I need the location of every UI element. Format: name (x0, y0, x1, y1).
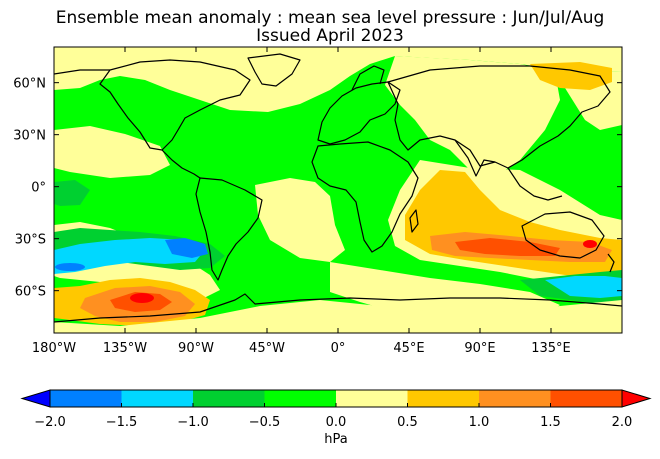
field-southeast-pacific-low (54, 238, 205, 274)
colorbar-ticks: −2.0 −1.5 −1.0 −0.5 0.0 0.5 1.0 1.5 2.0 (34, 403, 632, 430)
lon-tick-label: 135°E (531, 341, 571, 356)
colorbar-tick-label: −0.5 (249, 415, 281, 430)
lat-tick-label: 60°S (15, 285, 46, 300)
field-south-indian-core (455, 238, 560, 256)
coast-greenland (247, 53, 301, 87)
lon-tick-label: 90°E (464, 341, 495, 356)
coast-south-america (195, 177, 263, 281)
field-southern-ocean-cyan (545, 276, 622, 298)
field-north-pacific-positive (54, 126, 170, 178)
field-australia-peak (583, 240, 597, 248)
field-north-atlantic-positive (54, 47, 622, 112)
coast-india (454, 139, 496, 177)
lon-tick-label: 180°W (32, 341, 76, 356)
coast-southeast-asia (507, 167, 563, 201)
field-south-pacific-blue (165, 238, 208, 258)
map-title: Ensemble mean anomaly : mean sea level p… (55, 8, 605, 28)
coast-central-america (161, 149, 201, 179)
colorbar-tick-label: 2.0 (612, 415, 633, 430)
colorbar (20, 389, 652, 408)
colorbar-segment (550, 390, 623, 407)
colorbar-segment (479, 390, 551, 407)
coast-north-america (99, 59, 251, 151)
lat-tick-label: 30°S (15, 233, 46, 248)
lat-tick-label: 60°N (13, 77, 46, 92)
latitude-ticks: 60°N 30°N 0° 30°S 60°S (13, 77, 622, 300)
anomaly-field (54, 47, 622, 333)
longitude-ticks: 180°W 135°W 90°W 45°W 0° 45°E 90°E 135°E (32, 47, 571, 356)
coast-africa (311, 141, 419, 253)
lon-tick-label: 45°W (249, 341, 285, 356)
colorbar-unit-label: hPa (324, 432, 348, 447)
colorbar-segment (50, 390, 122, 407)
colorbar-tick-label: 0.0 (326, 415, 347, 430)
coast-alaska (54, 69, 110, 75)
colorbar-tick-label: −1.0 (177, 415, 209, 430)
colorbar-segment (193, 390, 265, 407)
colorbar-extend-low (20, 389, 51, 408)
coast-new-zealand (607, 253, 615, 273)
lon-tick-label: 90°W (178, 341, 214, 356)
lon-tick-label: 135°W (103, 341, 147, 356)
field-pacific-peak (130, 293, 154, 303)
field-east-pacific-low (54, 180, 90, 206)
colorbar-tick-label: 1.5 (540, 415, 561, 430)
colorbar-tick-label: −1.5 (106, 415, 138, 430)
colorbar-segment (264, 390, 337, 407)
lon-tick-label: 45°E (393, 341, 424, 356)
coast-antarctica (54, 293, 622, 323)
field-southern-ocean-positive (330, 262, 560, 320)
field-tropical-atlantic-positive (255, 178, 345, 262)
map-subtitle: Issued April 2023 (256, 26, 404, 46)
coast-europe (317, 81, 401, 145)
field-antarctic-band (54, 300, 622, 333)
field-north-siberia-high (530, 62, 612, 90)
colorbar-extend-high (621, 389, 652, 408)
coast-madagascar (409, 209, 419, 233)
colorbar-segment (407, 390, 480, 407)
lon-tick-label: 0° (331, 341, 346, 356)
colorbar-segment (121, 390, 194, 407)
coast-scandinavia (351, 65, 385, 91)
lat-tick-label: 30°N (13, 129, 46, 144)
colorbar-tick-label: −2.0 (34, 415, 66, 430)
field-pacific-blue-spot (55, 263, 85, 271)
coast-asia (387, 65, 611, 169)
colorbar-tick-label: 0.5 (397, 415, 418, 430)
colorbar-segment (336, 390, 408, 407)
lat-tick-label: 0° (31, 181, 46, 196)
colorbar-tick-label: 1.0 (469, 415, 490, 430)
field-eurasia-positive (385, 56, 560, 180)
coast-australia (521, 211, 605, 259)
coastlines (54, 53, 622, 323)
